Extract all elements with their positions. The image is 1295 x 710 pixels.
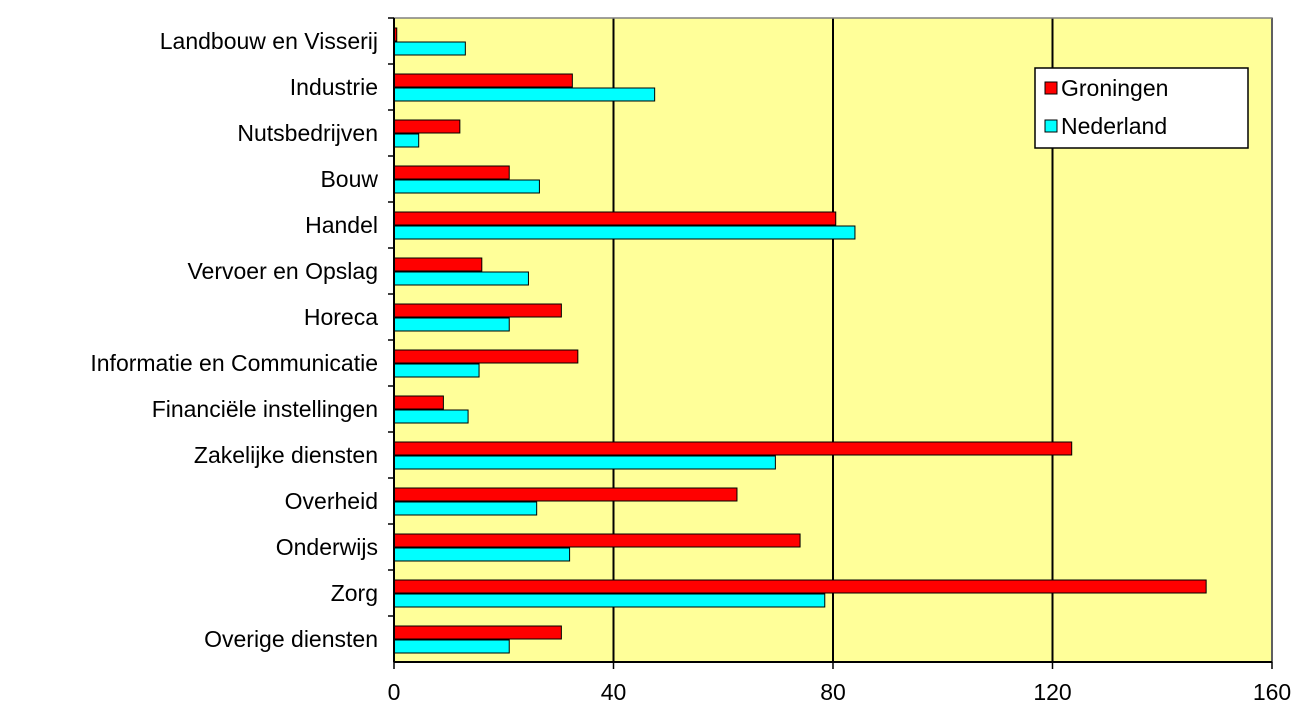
bar-nederland-1 [393, 87, 656, 102]
axes-group: Landbouw en Visserij Industrie Nutsbedrijv… [90, 17, 1291, 705]
x-tick-label-120: 120 [1033, 679, 1071, 705]
bar-nederland-9 [393, 455, 776, 470]
bar-nederland-13 [393, 639, 510, 654]
bar-groningen-11 [393, 533, 801, 548]
bar-nederland-7 [393, 363, 480, 378]
bar-nederland-3 [393, 179, 540, 194]
bar-groningen-7 [393, 349, 579, 364]
category-label-5: Vervoer en Opslag [187, 258, 378, 284]
category-label-9: Zakelijke diensten [194, 442, 378, 468]
bar-groningen-3 [393, 165, 510, 180]
bar-nederland-0 [393, 41, 466, 56]
legend-swatch-groningen [1044, 81, 1058, 95]
bar-groningen-12 [393, 579, 1207, 594]
bars-group [393, 27, 1207, 654]
bar-nederland-6 [393, 317, 510, 332]
bar-groningen-13 [393, 625, 562, 640]
bar-nederland-11 [393, 547, 571, 562]
category-label-6: Horeca [304, 304, 378, 330]
category-label-1: Industrie [290, 74, 378, 100]
bar-nederland-5 [393, 271, 529, 286]
bar-groningen-10 [393, 487, 738, 502]
category-label-10: Overheid [285, 488, 378, 514]
category-label-0: Landbouw en Visserij [160, 28, 378, 54]
legend-swatch-nederland [1044, 119, 1058, 133]
x-tick-label-0: 0 [388, 679, 401, 705]
bar-groningen-9 [393, 441, 1073, 456]
bar-nederland-2 [393, 133, 420, 148]
legend-box [1034, 67, 1249, 149]
category-label-4: Handel [305, 212, 378, 238]
bar-nederland-12 [393, 593, 826, 608]
bar-nederland-8 [393, 409, 469, 424]
x-tick-label-160: 160 [1253, 679, 1291, 705]
x-tick-label-40: 40 [601, 679, 627, 705]
bar-groningen-6 [393, 303, 562, 318]
x-tick-label-80: 80 [820, 679, 846, 705]
category-label-13: Overige diensten [204, 626, 378, 652]
category-label-7: Informatie en Communicatie [90, 350, 378, 376]
category-label-12: Zorg [331, 580, 378, 606]
bar-groningen-2 [393, 119, 461, 134]
legend-label-groningen: Groningen [1061, 75, 1168, 101]
category-label-3: Bouw [320, 166, 378, 192]
category-label-2: Nutsbedrijven [237, 120, 378, 146]
category-label-8: Financiële instellingen [152, 396, 378, 422]
category-label-11: Onderwijs [276, 534, 378, 560]
bar-groningen-4 [393, 211, 837, 226]
bar-nederland-10 [393, 501, 538, 516]
legend: Groningen Nederland [1034, 67, 1249, 149]
bar-groningen-8 [393, 395, 444, 410]
bar-groningen-1 [393, 73, 573, 88]
legend-label-nederland: Nederland [1061, 113, 1167, 139]
bar-groningen-5 [393, 257, 483, 272]
bar-nederland-4 [393, 225, 856, 240]
